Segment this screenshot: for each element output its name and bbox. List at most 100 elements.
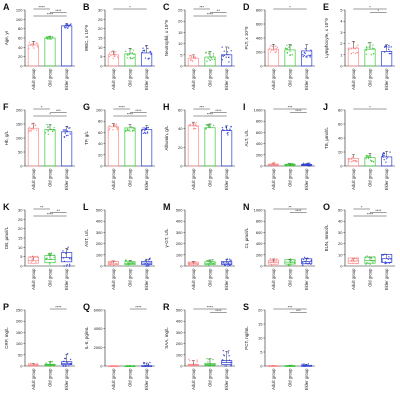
data-point bbox=[225, 365, 228, 367]
data-point bbox=[206, 259, 208, 262]
y-tick-label: 0 bbox=[180, 164, 183, 169]
data-point bbox=[53, 126, 55, 129]
data-point bbox=[142, 49, 144, 52]
data-point bbox=[352, 258, 355, 260]
x-tick-label: Elder group bbox=[64, 168, 69, 190]
data-point bbox=[115, 125, 117, 127]
bar-1 bbox=[27, 127, 39, 167]
data-point bbox=[226, 129, 228, 131]
data-point bbox=[65, 134, 68, 137]
data-point bbox=[147, 365, 150, 367]
data-point bbox=[212, 358, 214, 361]
sig-label: ** bbox=[57, 208, 61, 213]
data-point bbox=[146, 132, 148, 134]
data-point bbox=[64, 131, 66, 133]
sig-label: ** bbox=[217, 8, 221, 13]
data-point bbox=[293, 262, 296, 264]
data-point bbox=[53, 256, 55, 259]
data-point bbox=[63, 265, 65, 267]
data-point bbox=[192, 264, 195, 267]
y-tick-label: 1 bbox=[340, 52, 343, 57]
data-point bbox=[66, 126, 69, 128]
data-point bbox=[305, 364, 307, 366]
y-tick-label: 10 bbox=[258, 336, 263, 341]
data-point bbox=[32, 45, 34, 47]
data-point bbox=[389, 50, 391, 52]
data-point bbox=[310, 49, 312, 51]
x-tick-label: Elder group bbox=[144, 68, 149, 90]
data-point bbox=[52, 129, 54, 131]
y-axis-label: TB, μmol/L bbox=[324, 127, 329, 149]
data-point bbox=[289, 261, 292, 264]
data-point bbox=[273, 258, 275, 261]
data-point bbox=[125, 365, 127, 367]
data-point bbox=[309, 56, 311, 58]
data-point bbox=[116, 56, 119, 58]
x-tick-label: Elder group bbox=[384, 168, 389, 190]
data-point bbox=[275, 48, 277, 50]
bar-1 bbox=[347, 47, 359, 67]
x-tick-label: Adult group bbox=[31, 368, 36, 390]
data-point bbox=[210, 261, 212, 263]
data-point bbox=[142, 47, 144, 49]
data-point bbox=[188, 358, 190, 360]
data-point bbox=[44, 132, 47, 134]
data-point bbox=[133, 53, 135, 56]
data-point bbox=[289, 264, 291, 267]
y-tick-label: 200 bbox=[16, 319, 23, 324]
data-point bbox=[381, 155, 383, 158]
panel-c: C Neutrophil, x 10^9 0 5 10 15 20 25 Adult group… bbox=[163, 2, 235, 90]
data-point bbox=[273, 260, 276, 262]
x-tick-label: Elder group bbox=[144, 168, 149, 190]
y-tick-label: 100 bbox=[16, 136, 23, 141]
data-point bbox=[147, 47, 149, 50]
data-point bbox=[146, 265, 148, 267]
data-point bbox=[194, 128, 197, 130]
y-axis-label: Albumin, g/L bbox=[164, 125, 169, 151]
data-point bbox=[221, 59, 224, 61]
y-axis-label: PLT, x 10^9 bbox=[244, 26, 249, 50]
x-tick-label: Old group bbox=[288, 268, 293, 287]
data-point bbox=[148, 264, 150, 266]
y-tick-label: 0 bbox=[100, 164, 103, 169]
data-point bbox=[196, 265, 199, 267]
data-point bbox=[213, 262, 216, 264]
data-point bbox=[229, 361, 232, 364]
data-point bbox=[228, 47, 230, 49]
data-point bbox=[387, 258, 390, 261]
data-point bbox=[227, 265, 229, 267]
y-tick-label: 0 bbox=[180, 364, 183, 369]
data-point bbox=[301, 363, 303, 365]
x-tick-label: Elder group bbox=[64, 268, 69, 290]
data-point bbox=[384, 262, 386, 265]
data-point bbox=[113, 123, 116, 126]
data-point bbox=[196, 364, 198, 367]
data-point bbox=[131, 262, 133, 264]
data-point bbox=[303, 163, 306, 165]
data-point bbox=[48, 263, 51, 265]
data-point bbox=[387, 48, 390, 51]
bar-3 bbox=[61, 131, 73, 167]
x-tick-label: Adult group bbox=[271, 168, 276, 190]
y-tick-label: 0 bbox=[100, 364, 103, 369]
y-axis-label: γ-GT, U/L bbox=[164, 228, 169, 247]
x-tick-label: Old group bbox=[208, 268, 213, 287]
data-point bbox=[205, 128, 207, 130]
data-point bbox=[70, 23, 72, 25]
y-tick-label: 300 bbox=[176, 230, 183, 235]
x-tick-label: Adult group bbox=[31, 68, 36, 90]
data-point bbox=[389, 151, 391, 153]
data-point bbox=[368, 262, 370, 264]
data-point bbox=[271, 49, 273, 52]
data-point bbox=[386, 46, 388, 48]
y-axis-label: BUN, mmol/L bbox=[324, 224, 329, 251]
y-tick-label: 0 bbox=[260, 264, 263, 269]
sig-label: **** bbox=[127, 112, 134, 117]
y-tick-label: 80 bbox=[18, 26, 23, 31]
panel-f: F Hb, g/L 0 50 100 150 200 Adult group Old group… bbox=[3, 102, 75, 190]
data-point bbox=[190, 58, 192, 61]
data-point bbox=[133, 128, 135, 130]
data-point bbox=[141, 51, 143, 54]
data-point bbox=[270, 261, 272, 264]
y-tick-label: 200 bbox=[256, 152, 263, 157]
